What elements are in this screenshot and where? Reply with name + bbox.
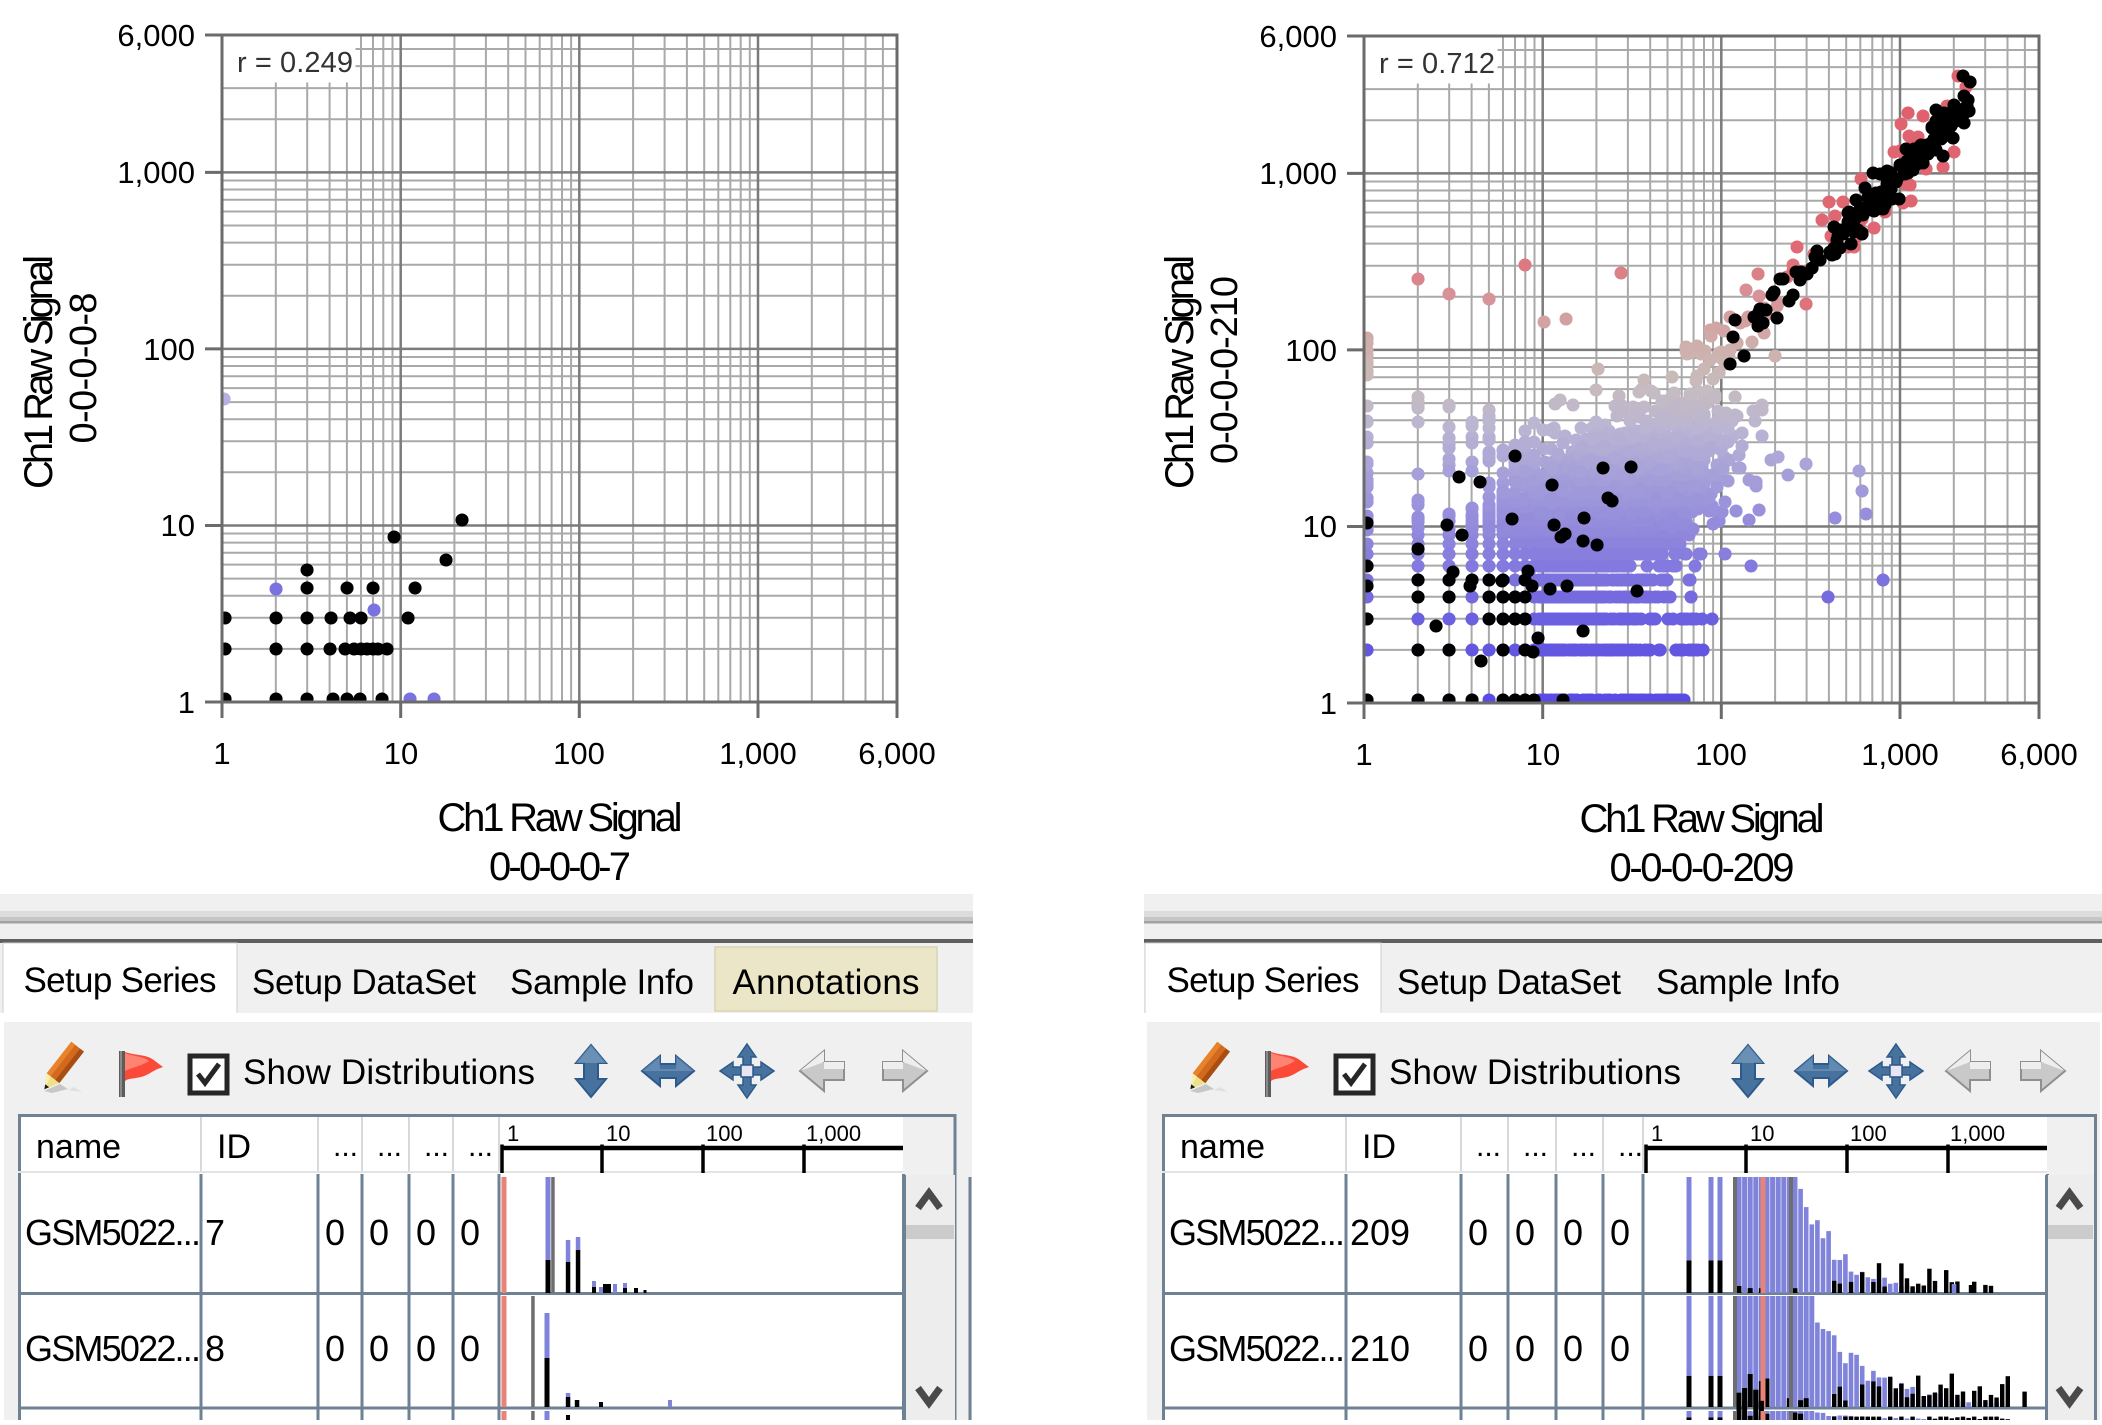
svg-text:Setup Series: Setup Series xyxy=(1167,961,1360,1000)
svg-text:Ch1 Raw Signal: Ch1 Raw Signal xyxy=(438,796,683,840)
svg-text:0: 0 xyxy=(1610,1212,1630,1253)
svg-text:10: 10 xyxy=(606,1121,630,1146)
svg-text:0-0-0-0-8: 0-0-0-0-8 xyxy=(63,293,105,444)
svg-text:Setup DataSet: Setup DataSet xyxy=(252,963,476,1002)
svg-text:1,000: 1,000 xyxy=(1259,156,1337,191)
svg-text:Annotations: Annotations xyxy=(733,963,920,1002)
svg-text:1,000: 1,000 xyxy=(117,155,195,190)
svg-text:0: 0 xyxy=(369,1212,389,1253)
svg-text:1,000: 1,000 xyxy=(1861,737,1939,772)
svg-text:100: 100 xyxy=(1695,737,1747,772)
svg-text:100: 100 xyxy=(1850,1121,1887,1146)
svg-text:GSM5022...: GSM5022... xyxy=(25,1212,201,1253)
svg-text:1,000: 1,000 xyxy=(1950,1121,2005,1146)
svg-text:0: 0 xyxy=(1515,1212,1535,1253)
svg-text:0: 0 xyxy=(1563,1212,1583,1253)
svg-text:10: 10 xyxy=(1750,1121,1774,1146)
svg-text:0: 0 xyxy=(325,1212,345,1253)
svg-text:0: 0 xyxy=(460,1212,480,1253)
svg-text:100: 100 xyxy=(1285,333,1337,368)
svg-text:Ch1 Raw Signal: Ch1 Raw Signal xyxy=(1158,255,1202,489)
svg-text:...: ... xyxy=(1523,1130,1548,1163)
svg-text:GSM5022...: GSM5022... xyxy=(25,1328,201,1369)
svg-text:...: ... xyxy=(1476,1130,1501,1163)
svg-text:...: ... xyxy=(333,1130,358,1163)
svg-text:1: 1 xyxy=(1651,1121,1663,1146)
svg-text:1: 1 xyxy=(507,1121,519,1146)
svg-text:0: 0 xyxy=(369,1328,389,1369)
svg-text:6,000: 6,000 xyxy=(2000,737,2078,772)
svg-text:7: 7 xyxy=(205,1212,225,1253)
svg-text:Setup DataSet: Setup DataSet xyxy=(1397,963,1621,1002)
svg-text:Ch1 Raw Signal: Ch1 Raw Signal xyxy=(17,255,61,489)
svg-text:GSM5022...: GSM5022... xyxy=(1169,1328,1345,1369)
svg-text:0: 0 xyxy=(416,1328,436,1369)
svg-text:6,000: 6,000 xyxy=(858,736,936,771)
svg-text:6,000: 6,000 xyxy=(117,18,195,53)
svg-text:8: 8 xyxy=(205,1328,225,1369)
svg-text:Sample Info: Sample Info xyxy=(510,963,694,1002)
svg-text:0: 0 xyxy=(1515,1328,1535,1369)
svg-text:r = 0.712: r = 0.712 xyxy=(1379,48,1495,80)
svg-text:6,000: 6,000 xyxy=(1259,19,1337,54)
svg-text:ID: ID xyxy=(217,1128,251,1166)
svg-text:name: name xyxy=(1180,1128,1265,1166)
svg-text:1,000: 1,000 xyxy=(719,736,797,771)
svg-text:10: 10 xyxy=(161,508,195,543)
svg-text:Setup Series: Setup Series xyxy=(24,961,217,1000)
svg-text:r = 0.249: r = 0.249 xyxy=(237,47,353,79)
svg-text:0-0-0-0-209: 0-0-0-0-209 xyxy=(1610,846,1795,890)
svg-text:...: ... xyxy=(377,1130,402,1163)
svg-text:100: 100 xyxy=(706,1121,743,1146)
svg-text:0: 0 xyxy=(1610,1328,1630,1369)
svg-text:GSM5022...: GSM5022... xyxy=(1169,1212,1345,1253)
svg-text:0: 0 xyxy=(1468,1328,1488,1369)
svg-text:0: 0 xyxy=(416,1212,436,1253)
svg-text:0: 0 xyxy=(1563,1328,1583,1369)
svg-text:0: 0 xyxy=(1468,1212,1488,1253)
svg-text:Show Distributions: Show Distributions xyxy=(1389,1053,1681,1092)
svg-text:...: ... xyxy=(1618,1130,1643,1163)
svg-text:1: 1 xyxy=(178,685,195,720)
svg-text:1: 1 xyxy=(213,736,230,771)
svg-text:0: 0 xyxy=(325,1328,345,1369)
svg-text:ID: ID xyxy=(1362,1128,1396,1166)
svg-text:...: ... xyxy=(468,1130,493,1163)
svg-text:100: 100 xyxy=(143,332,195,367)
svg-text:10: 10 xyxy=(1526,737,1560,772)
svg-text:209: 209 xyxy=(1350,1212,1410,1253)
svg-text:0-0-0-0-7: 0-0-0-0-7 xyxy=(489,845,631,889)
svg-text:1,000: 1,000 xyxy=(806,1121,861,1146)
svg-text:210: 210 xyxy=(1350,1328,1410,1369)
svg-text:Show Distributions: Show Distributions xyxy=(243,1053,535,1092)
svg-text:...: ... xyxy=(1571,1130,1596,1163)
svg-text:Ch1 Raw Signal: Ch1 Raw Signal xyxy=(1580,797,1825,841)
svg-text:0: 0 xyxy=(460,1328,480,1369)
svg-text:name: name xyxy=(36,1128,121,1166)
svg-text:1: 1 xyxy=(1355,737,1372,772)
svg-text:100: 100 xyxy=(553,736,605,771)
svg-text:10: 10 xyxy=(384,736,418,771)
svg-text:...: ... xyxy=(424,1130,449,1163)
svg-text:0-0-0-0-210: 0-0-0-0-210 xyxy=(1204,276,1246,464)
svg-text:1: 1 xyxy=(1320,686,1337,721)
svg-text:10: 10 xyxy=(1303,509,1337,544)
svg-text:Sample Info: Sample Info xyxy=(1656,963,1840,1002)
